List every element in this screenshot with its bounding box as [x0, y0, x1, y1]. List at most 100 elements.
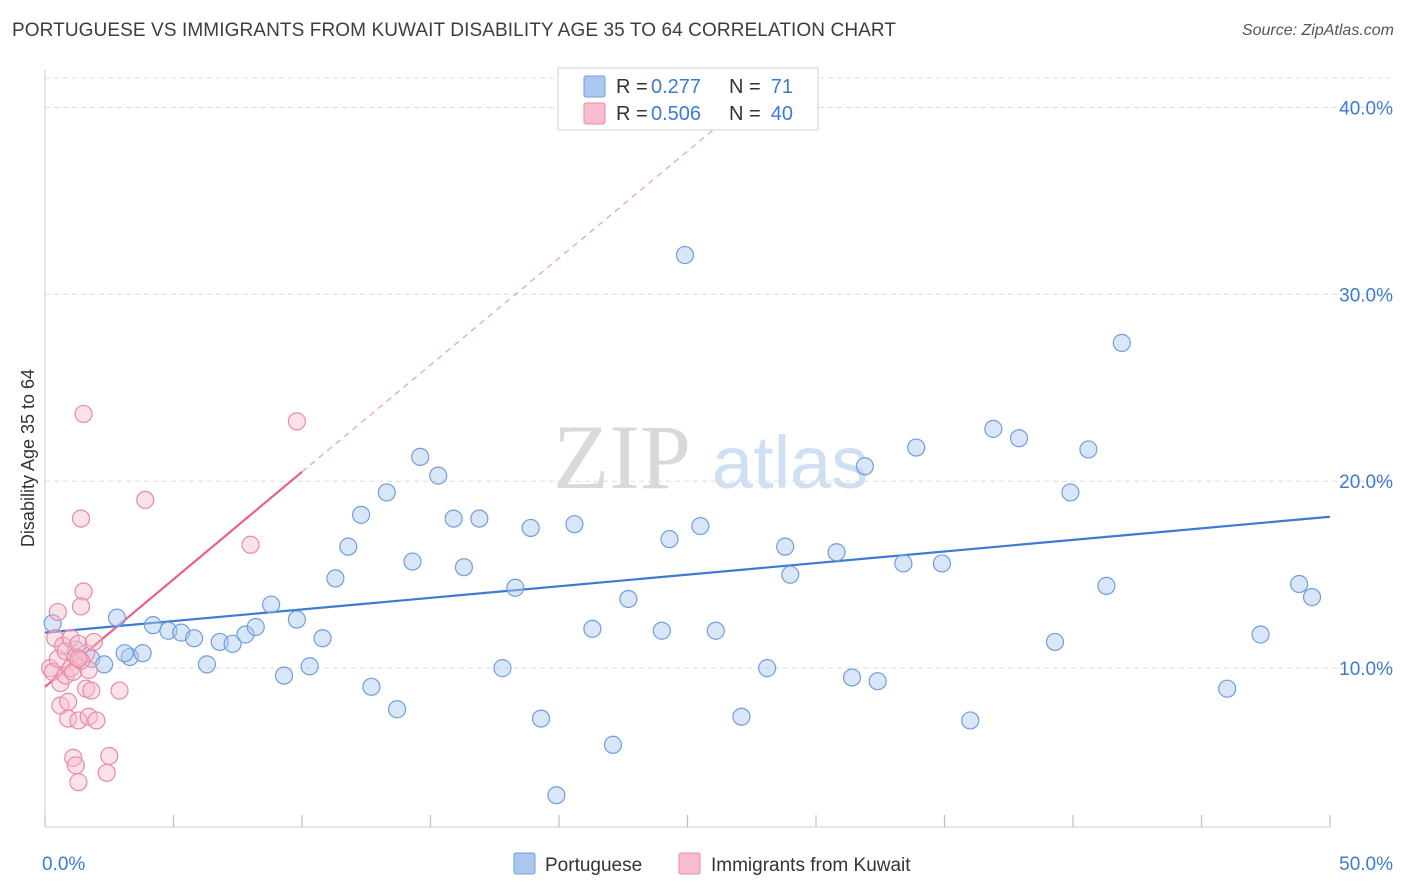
legend-n-value-portuguese: 71	[771, 76, 793, 98]
data-point-portuguese	[143, 616, 163, 635]
bottom-legend-swatch-kuwait	[678, 852, 701, 875]
data-point-portuguese	[1112, 333, 1131, 352]
data-point-kuwait	[69, 634, 88, 653]
y-tick-label: 40.0%	[1339, 98, 1393, 119]
data-point-portuguese	[444, 509, 463, 528]
data-point-portuguese	[246, 617, 265, 637]
chart-title: PORTUGUESE VS IMMIGRANTS FROM KUWAIT DIS…	[12, 20, 897, 41]
data-point-portuguese	[287, 610, 306, 629]
data-point-portuguese	[493, 659, 512, 678]
bottom-legend: Portuguese Immigrants from Kuwait	[513, 852, 911, 876]
data-point-portuguese	[547, 786, 566, 805]
data-point-portuguese	[377, 483, 396, 502]
data-point-kuwait	[82, 681, 101, 700]
data-point-portuguese	[403, 552, 422, 571]
data-point-portuguese	[339, 537, 358, 556]
data-point-portuguese	[521, 518, 540, 538]
legend-n-label-kuwait: N =	[729, 103, 761, 125]
trend-line-extension-kuwait	[301, 129, 714, 473]
data-point-portuguese	[107, 608, 127, 627]
data-point-portuguese	[1097, 576, 1116, 595]
data-point-kuwait	[59, 692, 78, 711]
data-point-portuguese	[300, 657, 319, 676]
data-point-kuwait	[74, 404, 93, 424]
data-point-portuguese	[781, 565, 800, 584]
data-point-portuguese	[197, 655, 217, 674]
watermark-atlas-text: atlas	[712, 421, 868, 504]
data-point-portuguese	[352, 505, 371, 524]
data-point-kuwait	[87, 711, 106, 730]
data-point-kuwait	[64, 748, 83, 767]
legend-swatch-kuwait	[583, 102, 606, 125]
data-point-portuguese	[506, 578, 525, 597]
data-point-portuguese	[95, 655, 114, 674]
data-point-portuguese	[1061, 483, 1080, 502]
data-point-portuguese	[907, 438, 926, 457]
data-point-portuguese	[827, 543, 846, 562]
legend-swatch-portuguese	[583, 75, 606, 98]
axes	[44, 70, 1331, 828]
x-tick-label: 0.0%	[42, 854, 85, 875]
data-point-kuwait	[46, 629, 65, 648]
data-point-portuguese	[411, 447, 430, 467]
data-point-portuguese	[362, 677, 381, 696]
data-point-portuguese	[133, 644, 152, 663]
data-point-portuguese	[313, 629, 332, 648]
data-point-portuguese	[855, 457, 874, 476]
tick-labels: 10.0% 20.0% 30.0% 40.0% 0.0% 50.0%	[42, 98, 1393, 875]
source-note: Source: ZipAtlas.com	[1241, 22, 1394, 39]
data-point-portuguese	[868, 672, 887, 691]
y-tick-label: 10.0%	[1339, 659, 1393, 680]
data-point-portuguese	[429, 466, 448, 485]
data-point-portuguese	[1302, 587, 1322, 607]
y-axis-title: Disability Age 35 to 64	[18, 369, 38, 547]
data-point-portuguese	[583, 619, 602, 638]
y-tick-label: 20.0%	[1339, 472, 1393, 493]
gridlines	[45, 77, 1392, 669]
data-point-portuguese	[660, 530, 679, 549]
data-point-portuguese	[603, 735, 623, 754]
data-point-portuguese	[387, 700, 407, 719]
data-point-kuwait	[287, 412, 306, 431]
data-point-kuwait	[84, 632, 103, 652]
data-point-portuguese	[776, 537, 795, 556]
data-point-kuwait	[69, 773, 88, 792]
x-tick-label: 50.0%	[1339, 854, 1393, 875]
data-point-portuguese	[43, 614, 62, 633]
data-point-portuguese	[1251, 625, 1270, 644]
y-tick-label: 30.0%	[1339, 285, 1393, 306]
data-points	[41, 245, 1322, 805]
data-point-portuguese	[619, 589, 638, 609]
legend-r-label-portuguese: R =	[616, 76, 648, 98]
data-point-portuguese	[984, 419, 1003, 438]
legend-n-value-kuwait: 40	[771, 103, 793, 125]
data-point-kuwait	[100, 746, 119, 766]
data-point-portuguese	[184, 629, 204, 648]
data-point-portuguese	[961, 711, 980, 730]
data-point-kuwait	[48, 602, 67, 622]
legend-n-label-portuguese: N =	[729, 76, 761, 98]
legend-r-label-kuwait: R =	[616, 103, 648, 125]
trend-line-portuguese	[44, 515, 1331, 634]
legend: R = 0.277 N = 71 R = 0.506 N = 40	[557, 67, 819, 131]
legend-r-value-kuwait: 0.506	[651, 103, 701, 125]
data-point-portuguese	[1290, 574, 1309, 594]
data-point-portuguese	[326, 569, 345, 588]
data-point-portuguese	[842, 668, 862, 687]
data-point-kuwait	[69, 649, 88, 668]
watermark-zip-text: ZIP	[553, 406, 691, 508]
data-point-portuguese	[223, 634, 242, 653]
bottom-legend-label-portuguese: Portuguese	[545, 855, 642, 876]
data-point-portuguese	[565, 515, 584, 534]
data-point-portuguese	[470, 509, 489, 528]
data-point-kuwait	[71, 509, 91, 528]
data-point-portuguese	[675, 245, 695, 265]
data-point-portuguese	[1079, 440, 1098, 459]
data-point-portuguese	[691, 516, 710, 536]
data-point-portuguese	[732, 707, 751, 726]
data-point-kuwait	[241, 535, 260, 554]
data-point-portuguese	[274, 666, 294, 685]
data-point-portuguese	[454, 558, 474, 577]
data-point-kuwait	[66, 756, 85, 775]
